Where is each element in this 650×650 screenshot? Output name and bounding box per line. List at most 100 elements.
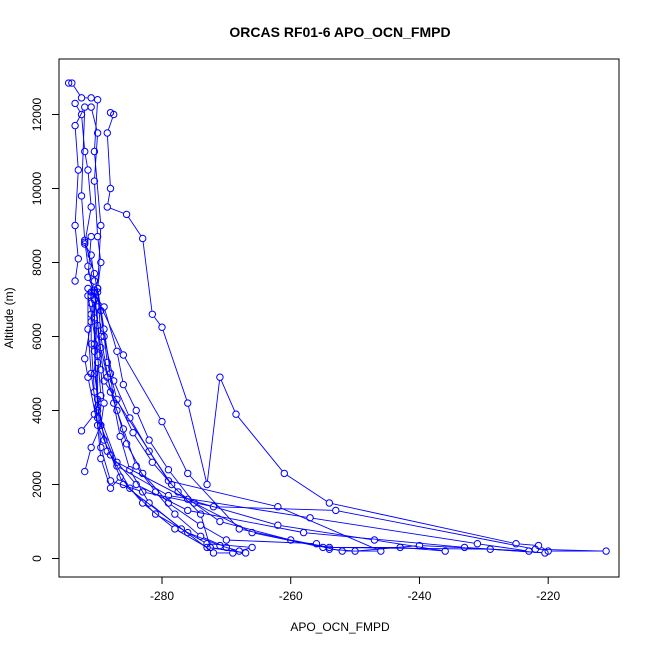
y-tick-label: 6000 (30, 323, 44, 350)
data-point (171, 510, 179, 518)
series-segment (216, 506, 333, 511)
series-segment (170, 504, 199, 524)
flight-profile (81, 103, 256, 555)
series-segment (150, 453, 171, 483)
data-point (119, 351, 128, 359)
data-point (174, 488, 182, 496)
data-point (77, 427, 86, 435)
series-segment (117, 413, 127, 441)
data-point (106, 184, 115, 193)
series-segment (97, 265, 101, 286)
series-segment (107, 136, 111, 186)
series-segment (100, 313, 108, 360)
data-point (196, 510, 205, 518)
series-segment (220, 379, 236, 412)
series-segment (90, 347, 95, 389)
data-point (97, 306, 105, 315)
series-segment (210, 547, 243, 553)
series-segment (222, 546, 237, 551)
series-segment (101, 461, 110, 486)
data-point (87, 232, 95, 241)
data-point (370, 536, 379, 544)
data-point (206, 543, 214, 552)
series-segment (94, 184, 98, 234)
series-segment (190, 510, 301, 533)
data-point (81, 103, 89, 111)
data-point (90, 269, 99, 278)
data-point (97, 258, 105, 267)
data-point (97, 443, 105, 452)
data-point (122, 440, 131, 448)
flight-profile (77, 288, 250, 557)
series-segment (97, 409, 108, 449)
series-segment (81, 117, 85, 149)
data-point (126, 484, 134, 492)
series-segment (137, 413, 149, 438)
data-point (126, 414, 134, 422)
series-segment (338, 510, 533, 550)
series-segment (519, 543, 536, 546)
series-segment (84, 154, 88, 167)
series-segment (97, 328, 102, 367)
series-segment (98, 420, 117, 464)
series-segment (76, 105, 81, 112)
data-point (241, 549, 250, 557)
data-point (110, 110, 118, 119)
series-segment (138, 485, 186, 510)
data-point (97, 366, 105, 374)
series-segment (480, 543, 526, 552)
series-segment (171, 481, 275, 507)
data-point (87, 203, 95, 211)
data-point (103, 373, 111, 381)
series-segment (119, 463, 186, 499)
data-point (90, 286, 99, 294)
series-segment (87, 332, 92, 371)
series-segment (114, 383, 129, 416)
plot-area (64, 79, 610, 557)
series-segment (123, 431, 136, 464)
data-point (541, 549, 549, 557)
series-segment (127, 446, 142, 471)
data-point (90, 410, 99, 418)
y-tick-label: 10000 (30, 171, 44, 205)
series-segment (94, 136, 98, 178)
series-segment (75, 261, 79, 278)
data-point (158, 323, 166, 331)
series-segment (188, 406, 207, 482)
x-tick-label: -280 (150, 589, 174, 603)
data-point (132, 462, 140, 470)
data-point (222, 536, 231, 544)
data-point (97, 343, 105, 352)
data-point (525, 547, 533, 555)
data-point (103, 129, 111, 137)
y-tick-label: 12000 (30, 97, 44, 131)
series-segment (142, 241, 153, 312)
data-point (71, 121, 79, 130)
data-point (116, 473, 124, 481)
series-segment (97, 358, 102, 393)
series-segment (206, 380, 220, 482)
data-point (473, 540, 482, 548)
data-point (164, 499, 173, 507)
data-point (441, 547, 449, 555)
series-segment (222, 521, 288, 540)
series-segment (83, 416, 93, 429)
data-point (306, 514, 314, 522)
series-segment (107, 380, 117, 408)
series-segment (94, 354, 98, 404)
series-segment (111, 457, 129, 486)
series-segment (100, 372, 105, 400)
series-segment (173, 486, 199, 513)
series-segment (91, 110, 98, 131)
series-segment (190, 499, 275, 525)
data-point (145, 447, 153, 455)
x-tick-label: -260 (279, 589, 303, 603)
data-point (274, 521, 282, 529)
series-segment (120, 439, 130, 467)
series-segment (81, 199, 85, 238)
series-segment (94, 276, 101, 308)
data-point (203, 543, 211, 552)
data-point (151, 510, 160, 518)
series-segment (229, 539, 314, 545)
series-segment (177, 530, 205, 547)
